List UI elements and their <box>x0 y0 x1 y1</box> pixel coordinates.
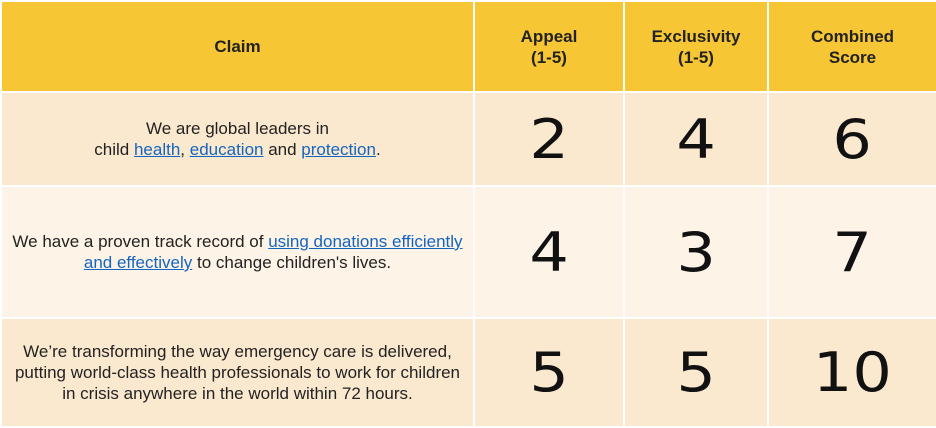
header-combined-label-2: Score <box>828 47 877 67</box>
education-link[interactable]: education <box>189 140 264 159</box>
appeal-cell: 5 <box>473 317 625 428</box>
appeal-score: 5 <box>529 341 569 404</box>
header-exclusivity-label: Exclusivity <box>651 26 741 46</box>
claim-cell: We’re transforming the way emergency car… <box>0 317 475 428</box>
donations-link[interactable]: using donations efficiently and effectiv… <box>83 232 463 272</box>
appeal-cell: 4 <box>473 185 625 319</box>
claim-text: . <box>375 140 381 159</box>
header-combined-label: Combined <box>810 26 895 46</box>
header-exclusivity: Exclusivity (1-5) <box>623 0 769 93</box>
combined-score: 7 <box>832 220 873 284</box>
exclusivity-score: 3 <box>676 220 716 284</box>
claim-text: We have a proven track record of <box>12 232 269 251</box>
combined-cell: 10 <box>767 317 936 428</box>
claim-text: to change children's lives. <box>192 253 392 272</box>
claim-cell: We have a proven track record of using d… <box>0 185 475 319</box>
header-combined: Combined Score <box>767 0 936 93</box>
exclusivity-score: 4 <box>676 107 716 171</box>
appeal-score: 4 <box>529 220 569 284</box>
claim-text: We are global leaders in <box>145 119 329 138</box>
header-row: Claim Appeal (1-5) Exclusivity (1-5) Combi… <box>0 0 936 93</box>
table-row: We are global leaders in child health, ed… <box>0 91 936 187</box>
combined-cell: 7 <box>767 185 936 319</box>
combined-score: 6 <box>832 107 873 171</box>
appeal-score: 2 <box>529 107 569 171</box>
header-claim: Claim <box>0 0 475 93</box>
claim-cell: We are global leaders in child health, ed… <box>0 91 475 187</box>
header-appeal-range: (1-5) <box>531 47 567 67</box>
exclusivity-cell: 4 <box>623 91 769 187</box>
claim-text: child <box>94 140 134 159</box>
table-row: We have a proven track record of using d… <box>0 185 936 319</box>
claim-text: and <box>263 140 302 159</box>
combined-cell: 6 <box>767 91 936 187</box>
health-link[interactable]: health <box>133 140 181 159</box>
appeal-cell: 2 <box>473 91 625 187</box>
claim-text: , <box>180 140 190 159</box>
exclusivity-cell: 3 <box>623 185 769 319</box>
header-exclusivity-range: (1-5) <box>678 47 714 67</box>
header-appeal: Appeal (1-5) <box>473 0 625 93</box>
protection-link[interactable]: protection <box>301 140 376 159</box>
exclusivity-cell: 5 <box>623 317 769 428</box>
header-appeal-label: Appeal <box>520 26 578 46</box>
table-row: We’re transforming the way emergency car… <box>0 317 936 428</box>
exclusivity-score: 5 <box>676 341 716 404</box>
combined-score: 10 <box>812 341 893 404</box>
